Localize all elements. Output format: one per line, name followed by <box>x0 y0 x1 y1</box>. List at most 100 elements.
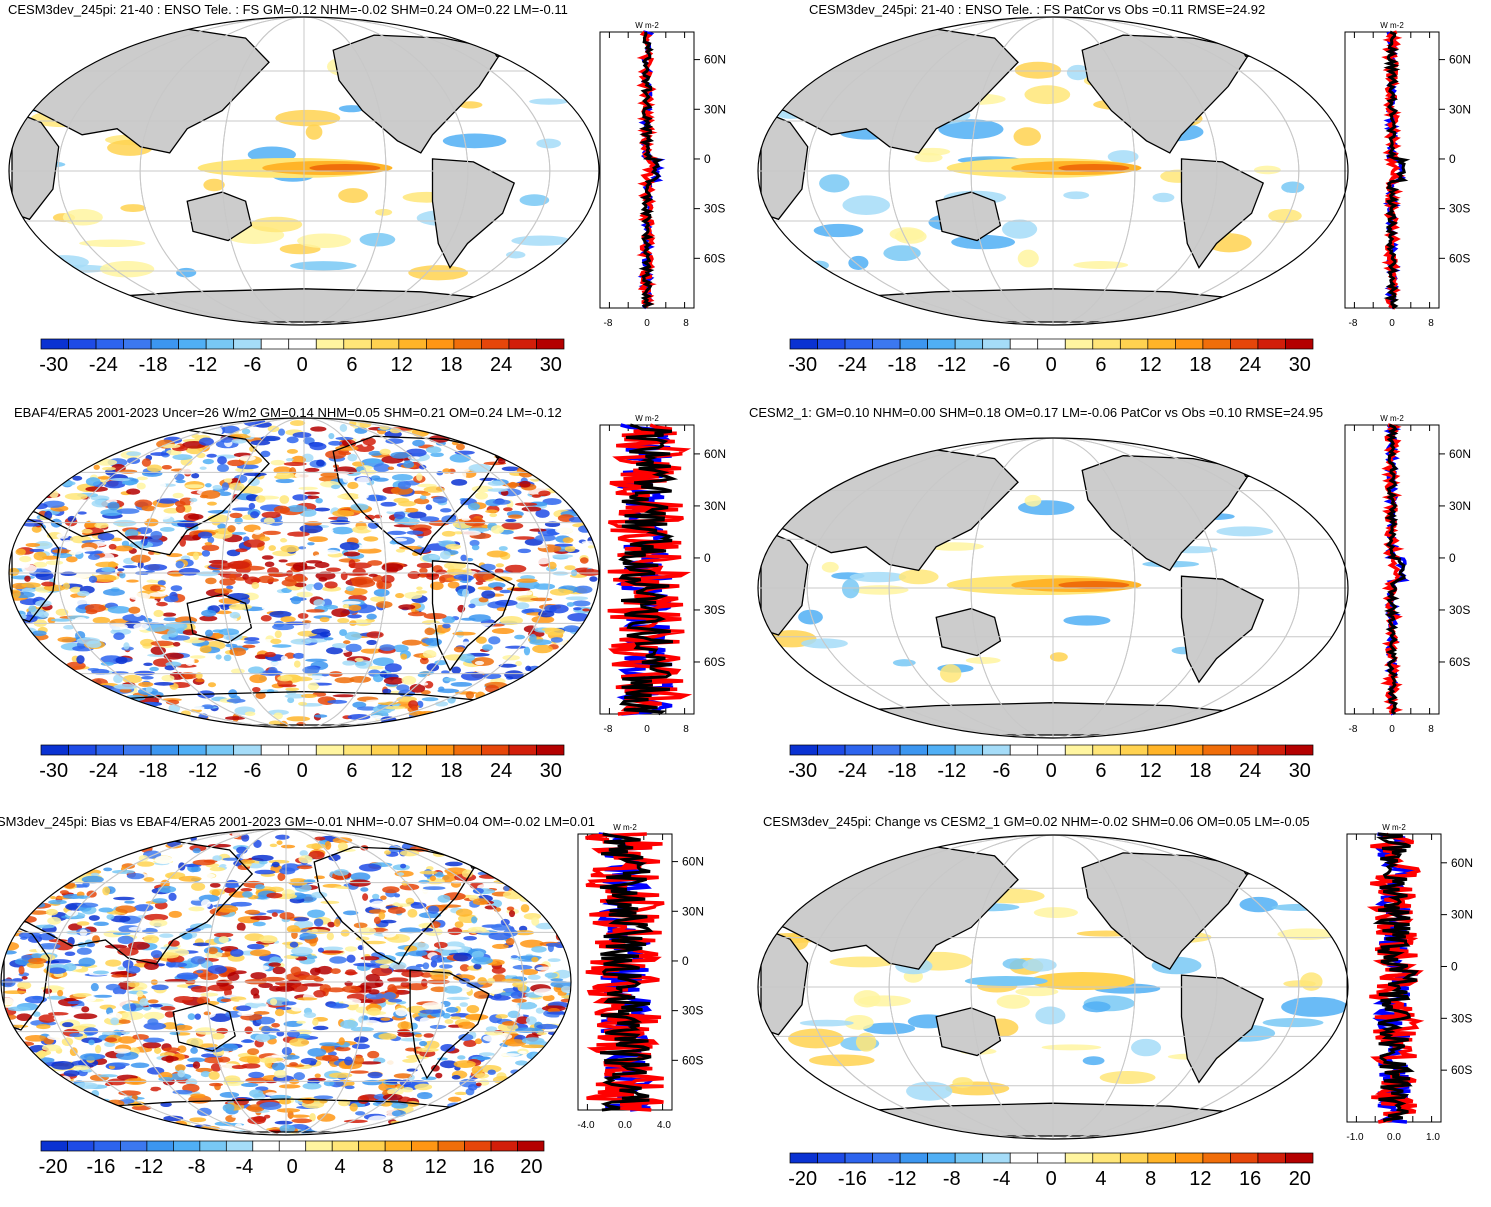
zonal-mean-line <box>607 423 693 716</box>
colorbar-tick-label: -8 <box>942 1168 961 1190</box>
land-samerica <box>431 158 516 269</box>
colorbar-swatch <box>844 744 873 756</box>
panel-title: EBAF4/ERA5 2001-2023 Uncer=26 W/m2 GM=0.… <box>14 405 562 420</box>
colorbar-swatch <box>1037 744 1066 756</box>
colorbar-swatch <box>1009 744 1039 756</box>
colorbar-swatch <box>817 744 846 756</box>
zonal-mean-line <box>1372 832 1420 1123</box>
x-tick-label: 8 <box>1428 724 1434 735</box>
lat-tick-label: 0 <box>704 152 711 166</box>
global-map <box>757 437 1349 739</box>
colorbar-swatch <box>1175 338 1204 350</box>
colorbar-swatch <box>1064 338 1094 350</box>
lat-tick-label: 30S <box>1451 1011 1472 1025</box>
colorbar-swatch <box>260 338 290 350</box>
panel-6: CESM3dev_245pi: Change vs CESM2_1 GM=0.0… <box>745 812 1490 1207</box>
colorbar-swatch <box>927 1152 956 1164</box>
lat-tick-label: 30S <box>704 202 725 216</box>
colorbar-swatch <box>954 1152 984 1164</box>
colorbar-swatch <box>490 1140 518 1152</box>
colorbar-tick-label: 8 <box>1145 1168 1157 1190</box>
panel-3: EBAF4/ERA5 2001-2023 Uncer=26 W/m2 GM=0.… <box>0 403 745 798</box>
map-border <box>757 437 1349 739</box>
colorbar-swatch <box>817 1152 846 1164</box>
panel-title: CESM3dev_245pi: Change vs CESM2_1 GM=0.0… <box>763 814 1310 829</box>
lat-tick-label: 60N <box>682 855 704 869</box>
colorbar-tick-label: 30 <box>539 354 562 376</box>
colorbar-swatch <box>1119 744 1149 756</box>
colorbar-tick-label: 0 <box>1045 354 1057 376</box>
lat-tick-label: 30N <box>704 102 726 116</box>
colorbar-swatch <box>146 1140 174 1152</box>
colorbar-swatch <box>233 744 262 756</box>
lat-tick-label: 0 <box>704 551 711 565</box>
colorbar-swatch <box>173 1140 201 1152</box>
x-tick-label: 8 <box>1428 318 1434 329</box>
colorbar-swatch <box>40 744 69 756</box>
land-namerica <box>1081 34 1253 154</box>
colorbar-swatch <box>1092 338 1121 350</box>
lat-tick-label: 60N <box>1449 53 1471 67</box>
colorbar-tick-label: -24 <box>88 354 118 376</box>
colorbar-swatch <box>872 1152 901 1164</box>
colorbar-tick-label: 6 <box>1095 760 1107 782</box>
map-border <box>8 417 600 729</box>
colorbar-swatch <box>464 1140 492 1152</box>
land-samerica <box>409 969 490 1080</box>
colorbar <box>40 338 565 350</box>
colorbar-swatch <box>536 338 565 350</box>
global-map <box>757 834 1349 1140</box>
lat-tick-label: 60N <box>1451 856 1473 870</box>
colorbar <box>789 1152 1314 1164</box>
colorbar-swatch <box>1147 338 1176 350</box>
unit-label: W m-2 <box>1382 823 1406 832</box>
colorbar-swatch <box>1147 744 1176 756</box>
colorbar-swatch <box>982 338 1011 350</box>
land-namerica <box>1081 455 1253 572</box>
colorbar-swatch <box>954 338 984 350</box>
colorbar-swatch <box>411 1140 439 1152</box>
colorbar-tick-label: 4 <box>334 1156 346 1178</box>
colorbar-swatch <box>178 338 207 350</box>
zonal-mean-profile: 60N 30N 0 30S 60S -4.0 0.0 4.0 W m-2 <box>577 823 704 1131</box>
colorbar-tick-label: -4 <box>235 1156 254 1178</box>
lat-tick-label: 0 <box>1451 959 1458 973</box>
colorbar-swatch <box>370 338 400 350</box>
colorbar-swatch <box>40 1140 68 1152</box>
colorbar-swatch <box>1202 744 1231 756</box>
x-tick-label: 0.0 <box>618 1120 632 1131</box>
colorbar-swatch <box>899 338 928 350</box>
colorbar-tick-label: -20 <box>38 1156 68 1178</box>
zonal-mean-profile: 60N 30N 0 30S 60S -8 0 8 W m-2 <box>599 21 726 329</box>
x-tick-label: 8 <box>683 318 689 329</box>
zonal-mean-profile: 60N 30N 0 30S 60S -8 0 8 W m-2 <box>1344 21 1471 329</box>
lat-tick-label: 30S <box>704 603 725 617</box>
colorbar-tick-label: 0 <box>296 354 308 376</box>
zonal-mean-line <box>1384 423 1406 716</box>
map-border <box>757 834 1349 1140</box>
colorbar-swatch <box>789 744 818 756</box>
lat-tick-label: 60N <box>1449 447 1471 461</box>
lat-tick-label: 60N <box>704 447 726 461</box>
land-australia <box>935 1007 1002 1057</box>
land-samerica <box>431 560 516 672</box>
panel-1: CESM3dev_245pi: 21-40 : ENSO Tele. : FS … <box>0 0 745 395</box>
unit-label: W m-2 <box>1380 21 1404 30</box>
colorbar-tick-label: 20 <box>1288 1168 1311 1190</box>
colorbar-swatch <box>508 338 537 350</box>
colorbar-swatch <box>68 338 97 350</box>
colorbar-tick-label: -6 <box>243 354 262 376</box>
colorbar-tick-label: 24 <box>489 354 513 376</box>
lat-tick-label: 60S <box>682 1053 703 1067</box>
colorbar-swatch <box>1092 1152 1121 1164</box>
unit-label: W m-2 <box>635 21 659 30</box>
colorbar-tick-label: -6 <box>243 760 262 782</box>
global-map <box>757 16 1349 326</box>
land-namerica <box>332 435 504 556</box>
lat-tick-label: 60N <box>704 53 726 67</box>
colorbar-swatch <box>899 1152 928 1164</box>
colorbar-tick-label: 30 <box>1288 760 1311 782</box>
colorbar-tick-label: -6 <box>992 760 1011 782</box>
colorbar-swatch <box>1202 1152 1231 1164</box>
colorbar-swatch <box>453 338 482 350</box>
